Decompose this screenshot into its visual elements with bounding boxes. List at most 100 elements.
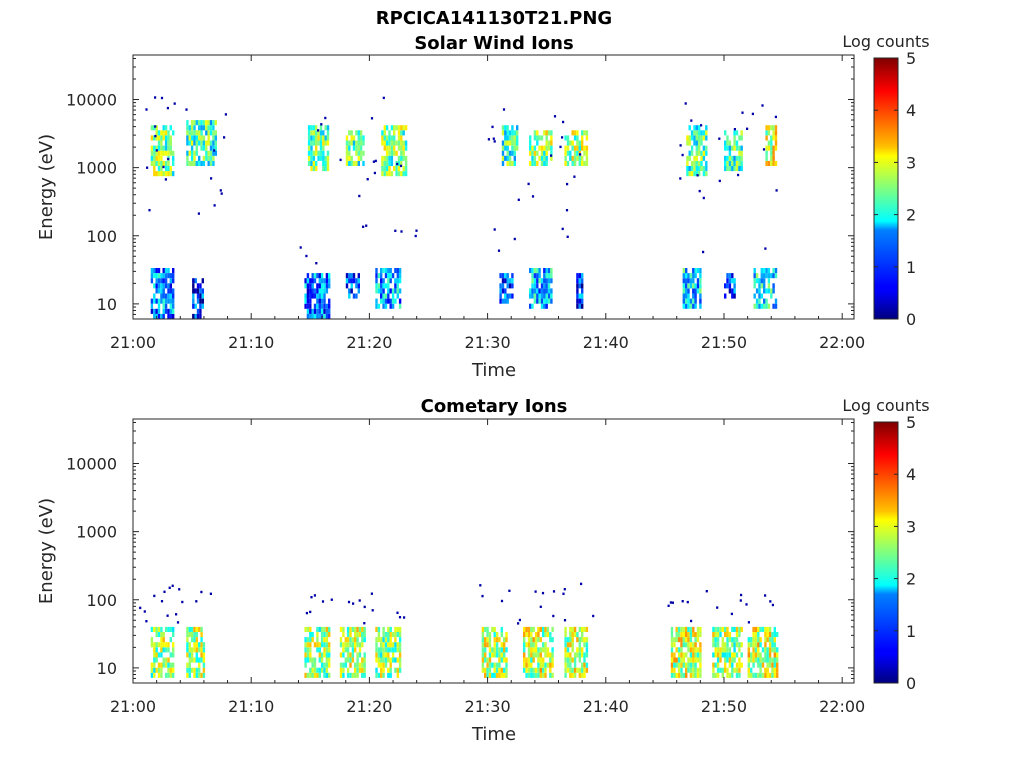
colorbar-tick-label: 0 <box>906 310 916 329</box>
heat-cell <box>322 135 325 141</box>
heat-cell <box>712 637 715 643</box>
heat-cell <box>212 145 215 151</box>
heat-cell <box>772 268 775 274</box>
heat-cell <box>157 313 161 319</box>
heat-cell <box>363 626 366 632</box>
heat-cell <box>768 662 772 668</box>
heat-cell <box>527 642 531 648</box>
heat-cell <box>751 112 754 116</box>
heat-cell <box>740 130 743 136</box>
heat-cell <box>404 145 408 151</box>
heat-cell <box>763 273 766 279</box>
heat-cell <box>540 283 544 289</box>
heat-cell <box>571 145 574 151</box>
heat-cell <box>195 600 198 603</box>
heat-cell <box>200 160 203 166</box>
heat-cell <box>581 637 584 643</box>
heat-cell <box>673 657 676 663</box>
heat-cell <box>193 135 196 141</box>
heat-cell <box>322 166 325 172</box>
colorbar-tick-label: 4 <box>906 465 916 484</box>
heat-cell <box>503 652 506 658</box>
heat-cell <box>167 672 170 678</box>
heat-cell <box>692 278 695 284</box>
heat-cell <box>377 652 381 658</box>
heat-cell <box>153 626 156 632</box>
heat-cell <box>155 171 158 177</box>
heat-cell <box>157 140 161 146</box>
heat-cell <box>304 278 307 284</box>
heat-cell <box>172 171 175 177</box>
heat-cell <box>700 160 703 166</box>
heat-cell <box>193 120 196 126</box>
heat-cell <box>673 667 676 673</box>
heat-cell <box>699 626 702 632</box>
heat-cell <box>363 637 366 643</box>
heat-cell <box>544 652 547 658</box>
heat-cell <box>764 637 767 643</box>
heat-cell <box>682 632 685 638</box>
heat-cell <box>767 303 771 309</box>
heat-cell <box>573 626 577 632</box>
heat-cell <box>551 647 554 653</box>
heat-cell <box>304 647 307 653</box>
heat-cell <box>518 618 521 622</box>
heat-cell <box>310 166 313 172</box>
heat-cell <box>389 642 392 648</box>
heat-cell <box>583 657 586 663</box>
heat-cell <box>486 626 489 632</box>
heat-cell <box>199 308 202 314</box>
heat-cell <box>316 667 319 673</box>
heat-cell <box>692 667 695 673</box>
heat-cell <box>167 171 170 177</box>
heat-cell <box>506 140 509 146</box>
heat-cell <box>393 150 396 156</box>
heat-cell <box>153 171 156 177</box>
heat-cell <box>328 632 331 638</box>
heat-cell <box>578 626 581 632</box>
heat-cell <box>735 130 739 136</box>
heat-cell <box>188 657 191 663</box>
heat-cell <box>377 637 381 643</box>
heat-cell <box>162 135 165 141</box>
heat-cell <box>768 637 772 643</box>
heat-cell <box>350 273 353 279</box>
heat-cell <box>313 278 317 284</box>
heat-cell <box>172 303 175 309</box>
heat-cell <box>531 293 534 299</box>
heat-cell <box>155 268 158 274</box>
heat-cell <box>351 642 355 648</box>
heat-cell <box>690 619 693 623</box>
heat-cell <box>398 667 402 673</box>
heat-cell <box>306 642 310 648</box>
heat-cell <box>673 672 676 678</box>
heat-cell <box>326 125 330 131</box>
heat-cell <box>527 657 531 663</box>
heat-cell <box>537 637 540 643</box>
heat-cell <box>682 672 685 678</box>
heat-cell <box>733 637 736 643</box>
heat-cell <box>195 647 198 653</box>
heat-cell <box>688 150 691 156</box>
heat-cell <box>167 642 170 648</box>
heat-cell <box>689 657 693 663</box>
heat-cell <box>566 662 570 668</box>
heat-cell <box>754 657 758 663</box>
heat-cell <box>689 667 693 673</box>
heat-cell <box>581 293 584 299</box>
heat-cell <box>202 160 206 166</box>
heat-cell <box>533 278 537 284</box>
heat-cell <box>375 268 378 274</box>
heat-cell <box>192 288 195 294</box>
heat-cell <box>712 626 715 632</box>
heat-cell <box>169 288 172 294</box>
heat-cell <box>724 283 727 289</box>
heat-cell <box>696 283 700 289</box>
heat-cell <box>721 637 724 643</box>
heat-cell <box>752 632 755 638</box>
heat-cell <box>310 140 313 146</box>
heat-cell <box>375 283 378 289</box>
heat-cell <box>533 273 537 279</box>
heat-cell <box>185 108 188 111</box>
heat-cell <box>169 278 172 284</box>
